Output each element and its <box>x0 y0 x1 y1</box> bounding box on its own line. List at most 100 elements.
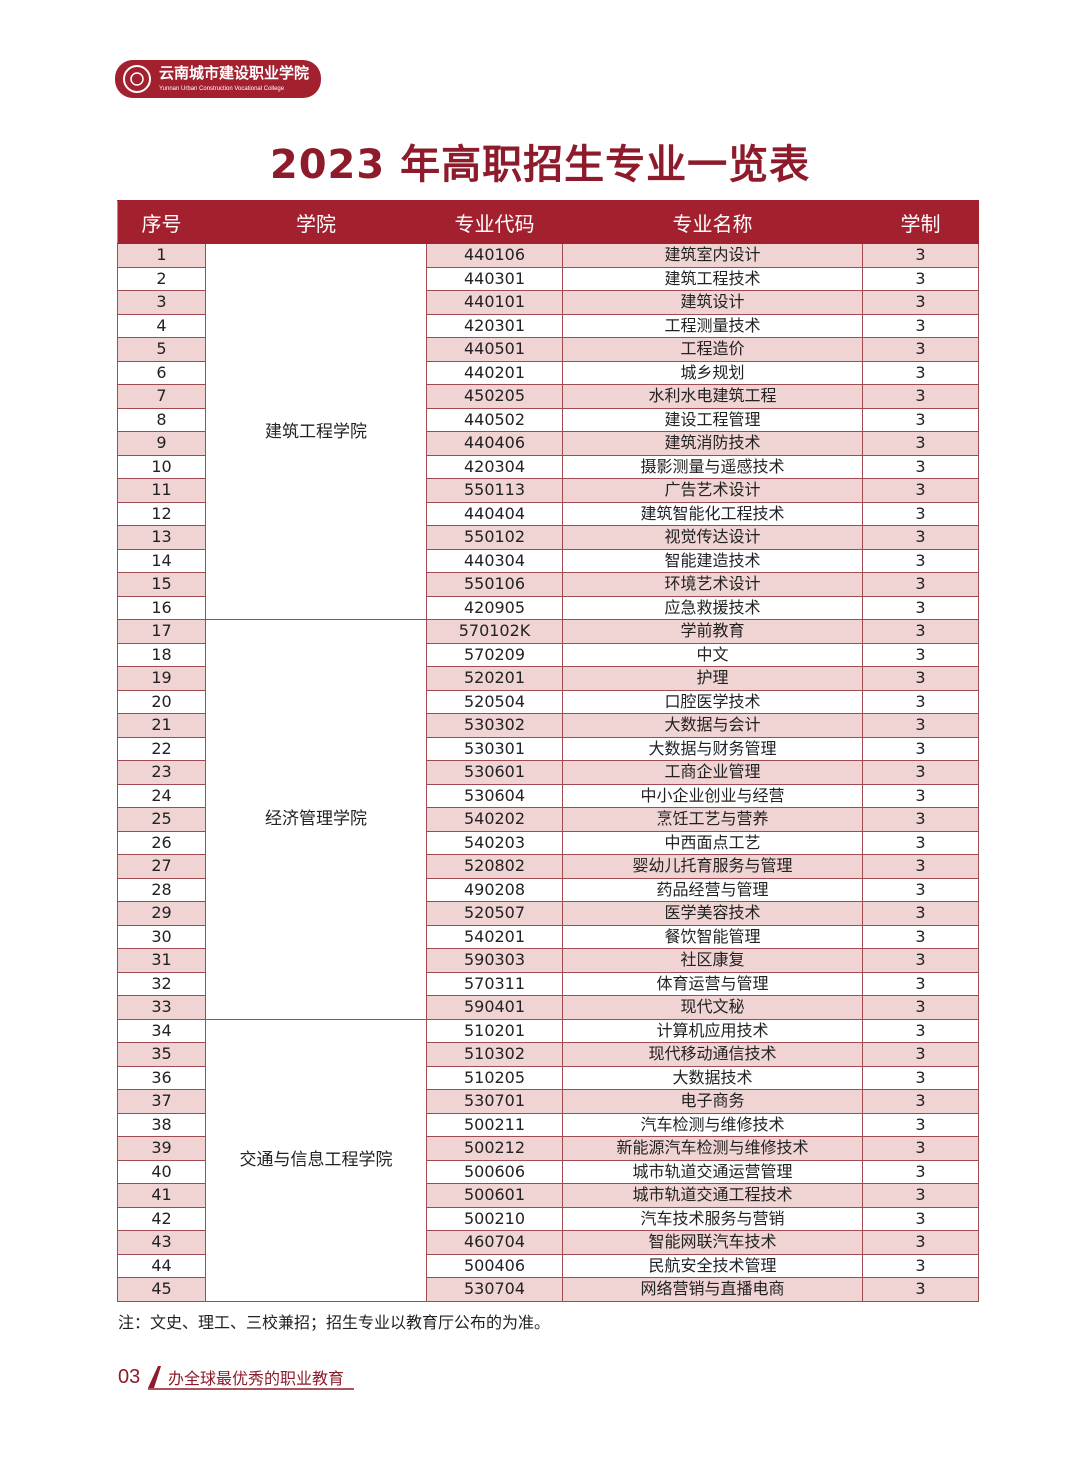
logo-emblem <box>123 65 151 93</box>
duration: 3 <box>862 1042 979 1067</box>
major-code: 530701 <box>426 1089 563 1114</box>
row-number: 5 <box>117 337 206 362</box>
duration: 3 <box>862 1018 979 1043</box>
duration: 3 <box>862 548 979 573</box>
table-row: 8 440502 建设工程管理 3 <box>117 407 979 432</box>
row-number: 37 <box>117 1089 206 1114</box>
major-name: 城乡规划 <box>562 360 863 385</box>
duration: 3 <box>862 736 979 761</box>
table-row: 14 440304 智能建造技术 3 <box>117 548 979 573</box>
row-number: 40 <box>117 1159 206 1184</box>
table-row: 1 建筑工程学院 440106 建筑室内设计 3 <box>117 243 979 620</box>
duration: 3 <box>862 713 979 738</box>
duration: 3 <box>862 666 979 691</box>
major-name: 大数据技术 <box>562 1065 863 1090</box>
table-row: 24 530604 中小企业创业与经营 3 <box>117 783 979 808</box>
major-name: 建筑室内设计 <box>562 243 863 268</box>
major-name: 建筑消防技术 <box>562 431 863 456</box>
row-number: 13 <box>117 525 206 550</box>
major-code: 530302 <box>426 713 563 738</box>
duration: 3 <box>862 854 979 879</box>
duration: 3 <box>862 807 979 832</box>
major-code: 570209 <box>426 642 563 667</box>
table-row: 6 440201 城乡规划 3 <box>117 360 979 385</box>
major-code: 540201 <box>426 924 563 949</box>
major-name: 民航安全技术管理 <box>562 1253 863 1278</box>
row-number: 23 <box>117 760 206 785</box>
major-name: 工程测量技术 <box>562 313 863 338</box>
slogan: 办全球最优秀的职业教育 <box>168 1369 344 1388</box>
major-name: 网络营销与直播电商 <box>562 1277 863 1302</box>
major-name: 电子商务 <box>562 1089 863 1114</box>
table-row: 39 500212 新能源汽车检测与维修技术 3 <box>117 1136 979 1161</box>
page-number: 03 <box>118 1366 140 1388</box>
major-name: 婴幼儿托育服务与管理 <box>562 854 863 879</box>
duration: 3 <box>862 501 979 526</box>
major-name: 现代移动通信技术 <box>562 1042 863 1067</box>
major-code: 590303 <box>426 948 563 973</box>
duration: 3 <box>862 243 979 268</box>
header-cell: 学制 <box>862 200 979 244</box>
row-number: 10 <box>117 454 206 479</box>
row-number: 45 <box>117 1277 206 1302</box>
table-row: 34 交通与信息工程学院 510201 计算机应用技术 3 <box>117 1018 979 1302</box>
major-code: 500406 <box>426 1253 563 1278</box>
note: 注：文史、理工、三校兼招；招生专业以教育厅公布的为准。 <box>118 1313 551 1332</box>
major-code: 420304 <box>426 454 563 479</box>
major-name: 摄影测量与遥感技术 <box>562 454 863 479</box>
duration: 3 <box>862 642 979 667</box>
logo-banner <box>115 60 321 98</box>
duration: 3 <box>862 431 979 456</box>
major-name: 汽车检测与维修技术 <box>562 1112 863 1137</box>
duration: 3 <box>862 360 979 385</box>
row-number: 27 <box>117 854 206 879</box>
major-name: 城市轨道交通运营管理 <box>562 1159 863 1184</box>
header-cell: 专业名称 <box>562 200 863 244</box>
major-code: 550113 <box>426 478 563 503</box>
major-name: 大数据与会计 <box>562 713 863 738</box>
header-cell: 学院 <box>205 200 427 244</box>
table-row: 33 590401 现代文秘 3 <box>117 995 979 1020</box>
row-number: 2 <box>117 266 206 291</box>
major-code: 530301 <box>426 736 563 761</box>
major-code: 440304 <box>426 548 563 573</box>
major-code: 510205 <box>426 1065 563 1090</box>
row-number: 42 <box>117 1206 206 1231</box>
major-code: 440201 <box>426 360 563 385</box>
table-row: 31 590303 社区康复 3 <box>117 948 979 973</box>
duration: 3 <box>862 1206 979 1231</box>
duration: 3 <box>862 924 979 949</box>
header-cell: 专业代码 <box>426 200 563 244</box>
major-code: 500212 <box>426 1136 563 1161</box>
row-number: 35 <box>117 1042 206 1067</box>
duration: 3 <box>862 337 979 362</box>
table-row: 19 520201 护理 3 <box>117 666 979 691</box>
row-number: 8 <box>117 407 206 432</box>
major-name: 口腔医学技术 <box>562 689 863 714</box>
table-row: 32 570311 体育运营与管理 3 <box>117 971 979 996</box>
duration: 3 <box>862 1159 979 1184</box>
major-code: 520504 <box>426 689 563 714</box>
major-name: 社区康复 <box>562 948 863 973</box>
duration: 3 <box>862 478 979 503</box>
major-code: 500210 <box>426 1206 563 1231</box>
major-code: 570311 <box>426 971 563 996</box>
table-row: 3 440101 建筑设计 3 <box>117 290 979 315</box>
major-code: 440404 <box>426 501 563 526</box>
row-number: 38 <box>117 1112 206 1137</box>
table-row: 13 550102 视觉传达设计 3 <box>117 525 979 550</box>
major-code: 440502 <box>426 407 563 432</box>
row-number: 7 <box>117 384 206 409</box>
duration: 3 <box>862 901 979 926</box>
major-name: 城市轨道交通工程技术 <box>562 1183 863 1208</box>
major-name: 医学美容技术 <box>562 901 863 926</box>
major-code: 490208 <box>426 877 563 902</box>
row-number: 1 <box>117 243 206 268</box>
major-code: 440501 <box>426 337 563 362</box>
duration: 3 <box>862 384 979 409</box>
major-code: 450205 <box>426 384 563 409</box>
duration: 3 <box>862 760 979 785</box>
row-number: 9 <box>117 431 206 456</box>
row-number: 4 <box>117 313 206 338</box>
table-row: 10 420304 摄影测量与遥感技术 3 <box>117 454 979 479</box>
